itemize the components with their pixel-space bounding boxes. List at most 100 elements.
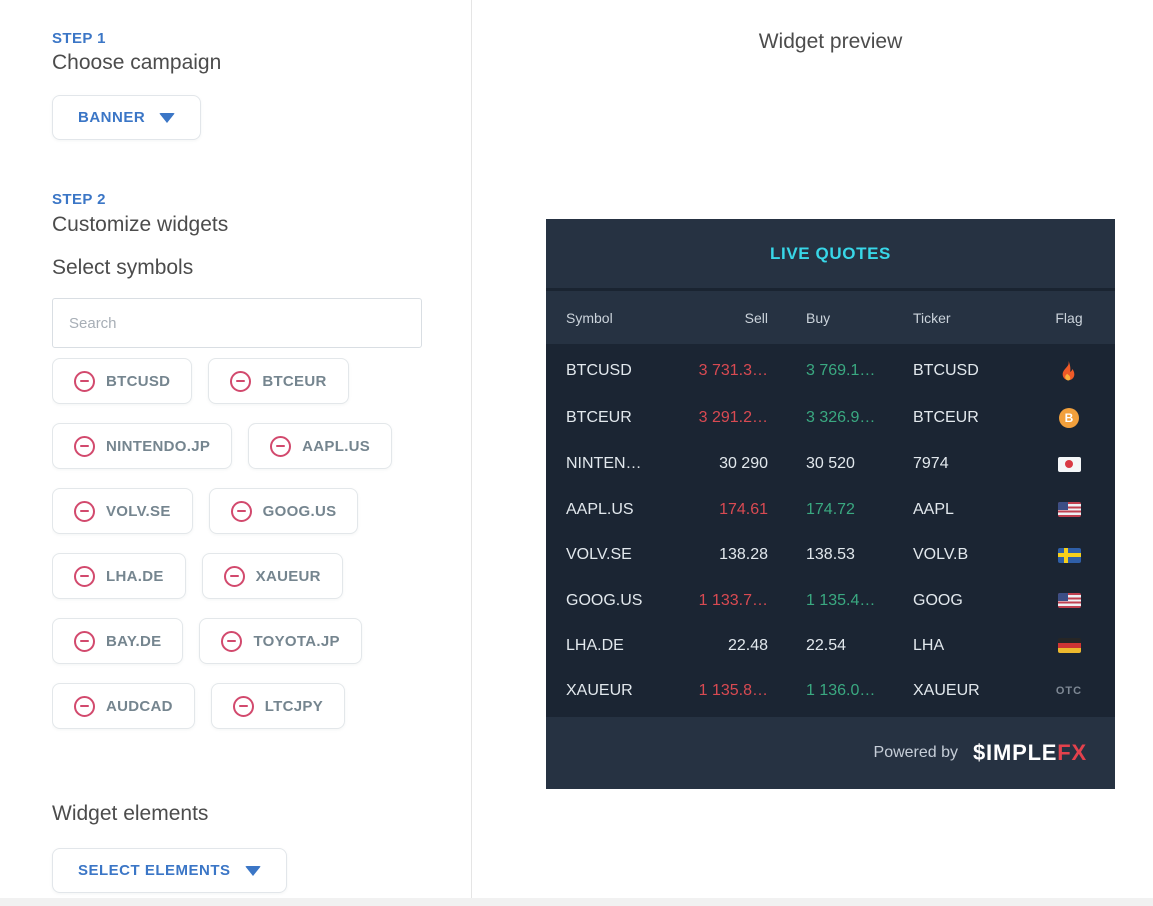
- quote-ticker: AAPL: [913, 500, 954, 518]
- panel-divider: [471, 0, 472, 906]
- quote-buy: 30 520: [806, 455, 855, 473]
- quote-symbol: AAPL.US: [566, 500, 634, 518]
- quote-sell: 174.61: [719, 500, 768, 518]
- quote-sell: 1 135.8…: [698, 682, 768, 700]
- symbol-search-input[interactable]: [52, 298, 422, 348]
- us-flag-icon: [1057, 593, 1081, 609]
- quote-ticker: XAUEUR: [913, 682, 980, 700]
- fire-icon: [1060, 360, 1078, 381]
- quote-sell: 22.48: [727, 636, 768, 654]
- remove-symbol-icon[interactable]: [270, 435, 292, 457]
- remove-symbol-icon[interactable]: [223, 565, 245, 587]
- bottom-scroll-strip[interactable]: [0, 898, 1153, 906]
- remove-symbol-icon[interactable]: [232, 695, 254, 717]
- quote-ticker: 7974: [913, 455, 949, 473]
- us-flag-icon: [1057, 502, 1081, 518]
- quote-buy: 1 135.4…: [806, 591, 876, 609]
- widget-elements-title: Widget elements: [52, 802, 209, 825]
- symbol-chip[interactable]: BTCUSD: [52, 358, 193, 404]
- widget-header: LIVE QUOTES: [546, 219, 1115, 291]
- symbol-chip[interactable]: GOOG.US: [208, 488, 359, 534]
- brand-main: $IMPLE: [973, 740, 1058, 765]
- step1-title: Choose campaign: [52, 51, 222, 74]
- remove-symbol-icon[interactable]: [74, 565, 95, 587]
- bitcoin-icon: B: [1059, 408, 1079, 429]
- symbol-chip-label: AAPL.US: [302, 437, 371, 455]
- japan-flag-icon: [1057, 456, 1081, 472]
- remove-symbol-icon[interactable]: [74, 370, 95, 392]
- quote-sell: 30 290: [719, 455, 768, 473]
- step1-label: STEP 1: [52, 30, 106, 47]
- quotes-column-headers: Symbol Sell Buy Ticker Flag: [546, 291, 1115, 344]
- remove-symbol-icon[interactable]: [74, 695, 95, 717]
- quote-sell: 3 731.3…: [698, 361, 768, 379]
- symbol-chip[interactable]: LHA.DE: [52, 553, 186, 599]
- col-header-buy: Buy: [806, 309, 831, 326]
- quote-symbol: NINTEN…: [566, 455, 642, 473]
- step2-label: STEP 2: [52, 191, 106, 208]
- quote-flag: [1043, 593, 1095, 609]
- symbol-chip[interactable]: AAPL.US: [248, 423, 393, 469]
- quote-symbol: BTCEUR: [566, 409, 632, 427]
- step2-title: Customize widgets: [52, 213, 229, 236]
- quotes-rows: BTCUSD 3 731.3… 3 769.1… BTCUSD BTCEUR 3…: [546, 344, 1115, 717]
- elements-dropdown-label: SELECT ELEMENTS: [78, 862, 231, 879]
- symbol-chip[interactable]: BAY.DE: [52, 618, 184, 664]
- symbol-chip-list[interactable]: BTCUSD BTCEUR NINTENDO.JP AAPL.US VOLV.S…: [52, 358, 404, 775]
- remove-symbol-icon[interactable]: [74, 435, 95, 457]
- quote-buy: 138.53: [806, 546, 855, 564]
- symbol-chip-label: NINTENDO.JP: [106, 437, 211, 455]
- quote-ticker: GOOG: [913, 591, 963, 609]
- symbol-chip-label: TOYOTA.JP: [253, 632, 340, 650]
- symbol-chip[interactable]: LTCJPY: [210, 683, 345, 729]
- quote-row: XAUEUR 1 135.8… 1 136.0… XAUEUR OTC: [546, 669, 1115, 714]
- quote-symbol: VOLV.SE: [566, 546, 632, 564]
- elements-dropdown-button[interactable]: SELECT ELEMENTS: [52, 848, 287, 893]
- remove-symbol-icon[interactable]: [74, 630, 95, 652]
- symbol-chip[interactable]: XAUEUR: [201, 553, 343, 599]
- quote-symbol: BTCUSD: [566, 361, 632, 379]
- quote-row: BTCUSD 3 731.3… 3 769.1… BTCUSD: [546, 347, 1115, 394]
- col-header-symbol: Symbol: [566, 309, 613, 326]
- chevron-down-icon: [244, 865, 261, 876]
- col-header-ticker: Ticker: [913, 309, 951, 326]
- symbol-chip[interactable]: VOLV.SE: [52, 488, 193, 534]
- live-quotes-widget: LIVE QUOTES Symbol Sell Buy Ticker Flag …: [546, 219, 1115, 789]
- brand-accent: FX: [1057, 740, 1087, 765]
- symbol-chip-label: LTCJPY: [264, 697, 323, 715]
- symbol-chip-label: XAUEUR: [255, 567, 321, 585]
- symbol-chip-label: VOLV.SE: [106, 502, 171, 520]
- quote-symbol: XAUEUR: [566, 682, 633, 700]
- quote-sell: 138.28: [719, 546, 768, 564]
- remove-symbol-icon[interactable]: [230, 500, 252, 522]
- quote-sell: 3 291.2…: [698, 409, 768, 427]
- widget-footer: Powered by $IMPLEFX: [546, 717, 1115, 789]
- remove-symbol-icon[interactable]: [221, 630, 243, 652]
- quote-symbol: LHA.DE: [566, 636, 624, 654]
- campaign-dropdown-button[interactable]: BANNER: [52, 95, 202, 140]
- sweden-flag-icon: [1057, 547, 1081, 563]
- select-symbols-title: Select symbols: [52, 256, 194, 279]
- col-header-flag: Flag: [1055, 309, 1083, 326]
- quote-row: NINTEN… 30 290 30 520 7974: [546, 442, 1115, 487]
- symbol-chip[interactable]: NINTENDO.JP: [52, 423, 233, 469]
- quote-buy: 1 136.0…: [806, 682, 876, 700]
- germany-flag-icon: [1057, 638, 1081, 654]
- otc-label: OTC: [1055, 685, 1083, 698]
- preview-title: Widget preview: [758, 30, 903, 53]
- symbol-chip-label: AUDCAD: [106, 697, 173, 715]
- quote-flag: [1043, 456, 1095, 472]
- quote-row: VOLV.SE 138.28 138.53 VOLV.B: [546, 533, 1115, 578]
- quote-buy: 174.72: [806, 500, 855, 518]
- remove-symbol-icon[interactable]: [230, 370, 252, 392]
- symbol-chip-label: GOOG.US: [262, 502, 337, 520]
- chevron-down-icon: [159, 112, 176, 123]
- symbol-chip[interactable]: TOYOTA.JP: [199, 618, 362, 664]
- symbol-chip-label: BTCEUR: [262, 372, 327, 390]
- quote-row: LHA.DE 22.48 22.54 LHA: [546, 623, 1115, 668]
- quote-flag: [1043, 360, 1095, 381]
- quote-ticker: VOLV.B: [913, 546, 969, 564]
- symbol-chip[interactable]: AUDCAD: [52, 683, 195, 729]
- remove-symbol-icon[interactable]: [74, 500, 95, 522]
- symbol-chip[interactable]: BTCEUR: [208, 358, 349, 404]
